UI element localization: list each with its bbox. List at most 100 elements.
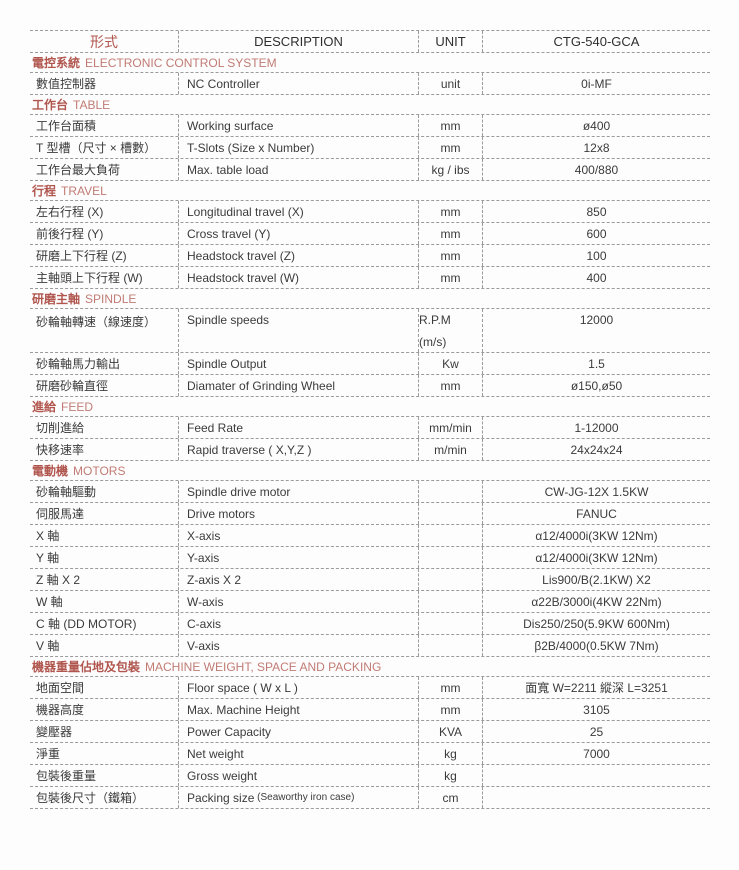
spec-description: C-axis bbox=[178, 613, 418, 634]
spec-row: 包裝後尺寸（鐵箱） Packing size (Seaworthy iron c… bbox=[30, 787, 710, 809]
section-header: 工作台 TABLE bbox=[30, 95, 710, 115]
spec-unit: mm bbox=[418, 375, 482, 396]
spec-value: α12/4000i(3KW 12Nm) bbox=[482, 547, 710, 568]
spec-value: 850 bbox=[482, 201, 710, 222]
spec-row: 工作台最大負荷 Max. table load kg / ibs 400/880 bbox=[30, 159, 710, 181]
spec-label-zh: 機器高度 bbox=[36, 703, 85, 717]
section-title-zh: 工作台 bbox=[32, 98, 69, 112]
spec-row: 主軸頭上下行程 (W) Headstock travel (W) mm 400 bbox=[30, 267, 710, 289]
spec-value bbox=[482, 765, 710, 786]
spec-value: 7000 bbox=[482, 743, 710, 764]
spec-description: Spindle drive motor bbox=[178, 481, 418, 502]
spec-description: X-axis bbox=[178, 525, 418, 546]
spec-description: Longitudinal travel (X) bbox=[178, 201, 418, 222]
spec-label-zh: W 軸 bbox=[36, 595, 63, 609]
spec-description: Spindle Output bbox=[178, 353, 418, 374]
spec-value: 24x24x24 bbox=[482, 439, 710, 460]
spec-description: Headstock travel (Z) bbox=[178, 245, 418, 266]
spec-unit: kg / ibs bbox=[418, 159, 482, 180]
spec-row: 砂輪軸驅動 Spindle drive motor CW-JG-12X 1.5K… bbox=[30, 481, 710, 503]
spec-label-zh: 切削進給 bbox=[36, 421, 85, 435]
spec-label-zh: 砂輪軸轉速（線速度） bbox=[36, 315, 157, 329]
spec-value: 面寬 W=2211 縱深 L=3251 bbox=[482, 677, 710, 698]
section-header: 機器重量佔地及包裝 MACHINE WEIGHT, SPACE AND PACK… bbox=[30, 657, 710, 677]
spec-description: Floor space ( W x L ) bbox=[178, 677, 418, 698]
spec-description: Working surface bbox=[178, 115, 418, 136]
table-header-row: 形式 DESCRIPTION UNIT CTG-540-GCA bbox=[30, 30, 710, 53]
spec-value: 100 bbox=[482, 245, 710, 266]
spec-unit: m/min bbox=[418, 439, 482, 460]
spec-unit: mm bbox=[418, 267, 482, 288]
spec-label-zh: 變壓器 bbox=[36, 725, 73, 739]
spec-value: ø150,ø50 bbox=[482, 375, 710, 396]
spec-value: β2B/4000(0.5KW 7Nm) bbox=[482, 635, 710, 656]
spec-unit: kg bbox=[418, 743, 482, 764]
spec-description: Gross weight bbox=[178, 765, 418, 786]
spec-value: α22B/3000i(4KW 22Nm) bbox=[482, 591, 710, 612]
spec-unit: Kw bbox=[418, 353, 482, 374]
spec-unit: mm bbox=[418, 201, 482, 222]
spec-unit: mm/min bbox=[418, 417, 482, 438]
section-header: 電控系統 ELECTRONIC CONTROL SYSTEM bbox=[30, 53, 710, 73]
spec-value: 400 bbox=[482, 267, 710, 288]
section-title-en: MACHINE WEIGHT, SPACE AND PACKING bbox=[145, 659, 382, 674]
spec-value: ø400 bbox=[482, 115, 710, 136]
spec-unit bbox=[418, 635, 482, 656]
spec-unit: unit bbox=[418, 73, 482, 94]
spec-unit: cm bbox=[418, 787, 482, 808]
section-title-en: TRAVEL bbox=[61, 183, 107, 198]
spec-label-zh: 數值控制器 bbox=[36, 77, 97, 91]
spec-value bbox=[482, 787, 710, 808]
spec-description: Drive motors bbox=[178, 503, 418, 524]
spec-label-zh: V 軸 bbox=[36, 639, 60, 653]
spec-label-zh: 包裝後重量 bbox=[36, 769, 97, 783]
spec-label-zh: 前後行程 (Y) bbox=[36, 227, 104, 241]
spec-label-zh: Z 軸 X 2 bbox=[36, 573, 81, 587]
section-header: 行程 TRAVEL bbox=[30, 181, 710, 201]
spec-label-zh: Y 軸 bbox=[36, 551, 60, 565]
spec-unit bbox=[418, 591, 482, 612]
spec-row: 淨重 Net weight kg 7000 bbox=[30, 743, 710, 765]
spec-unit: mm bbox=[418, 699, 482, 720]
spec-row: 變壓器 Power Capacity KVA 25 bbox=[30, 721, 710, 743]
spec-value: FANUC bbox=[482, 503, 710, 524]
spec-label-zh: 地面空間 bbox=[36, 681, 85, 695]
spec-unit bbox=[418, 481, 482, 502]
spec-description: Rapid traverse ( X,Y,Z ) bbox=[178, 439, 418, 460]
spec-label-zh: 研磨上下行程 (Z) bbox=[36, 249, 127, 263]
spec-description: V-axis bbox=[178, 635, 418, 656]
spec-unit: mm bbox=[418, 115, 482, 136]
section-title-en: ELECTRONIC CONTROL SYSTEM bbox=[85, 55, 277, 70]
spec-value: 1-12000 bbox=[482, 417, 710, 438]
section-title-zh: 機器重量佔地及包裝 bbox=[32, 660, 141, 674]
section-title-zh: 進給 bbox=[32, 400, 57, 414]
spec-label-zh: 工作台最大負荷 bbox=[36, 163, 121, 177]
spec-value: CW-JG-12X 1.5KW bbox=[482, 481, 710, 502]
spec-description: Diamater of Grinding Wheel bbox=[178, 375, 418, 396]
spec-row: 機器高度 Max. Machine Height mm 3105 bbox=[30, 699, 710, 721]
spec-unit bbox=[418, 613, 482, 634]
spec-value: 25 bbox=[482, 721, 710, 742]
spec-label-zh: 工作台面積 bbox=[36, 119, 97, 133]
spec-description: T-Slots (Size x Number) bbox=[178, 137, 418, 158]
header-unit-label: UNIT bbox=[418, 31, 482, 52]
spec-unit bbox=[418, 525, 482, 546]
spec-row: C 軸 (DD MOTOR) C-axis Dis250/250(5.9KW 6… bbox=[30, 613, 710, 635]
spec-row: 快移速率 Rapid traverse ( X,Y,Z ) m/min 24x2… bbox=[30, 439, 710, 461]
spec-table: 形式 DESCRIPTION UNIT CTG-540-GCA 電控系統 ELE… bbox=[30, 30, 710, 809]
section-title-zh: 電控系統 bbox=[32, 56, 81, 70]
spec-label-zh: 快移速率 bbox=[36, 443, 85, 457]
spec-description: Power Capacity bbox=[178, 721, 418, 742]
header-model-label: CTG-540-GCA bbox=[482, 31, 710, 52]
spec-row: 左右行程 (X) Longitudinal travel (X) mm 850 bbox=[30, 201, 710, 223]
spec-row: 地面空間 Floor space ( W x L ) mm 面寬 W=2211 … bbox=[30, 677, 710, 699]
spec-description: Spindle speeds bbox=[178, 309, 418, 352]
spec-description: Y-axis bbox=[178, 547, 418, 568]
section-title-en: TABLE bbox=[73, 97, 111, 112]
spec-value: Dis250/250(5.9KW 600Nm) bbox=[482, 613, 710, 634]
spec-row: 砂輪軸馬力輸出 Spindle Output Kw 1.5 bbox=[30, 353, 710, 375]
spec-unit: kg bbox=[418, 765, 482, 786]
spec-unit: mm bbox=[418, 223, 482, 244]
spec-value: 12000 bbox=[482, 309, 710, 352]
